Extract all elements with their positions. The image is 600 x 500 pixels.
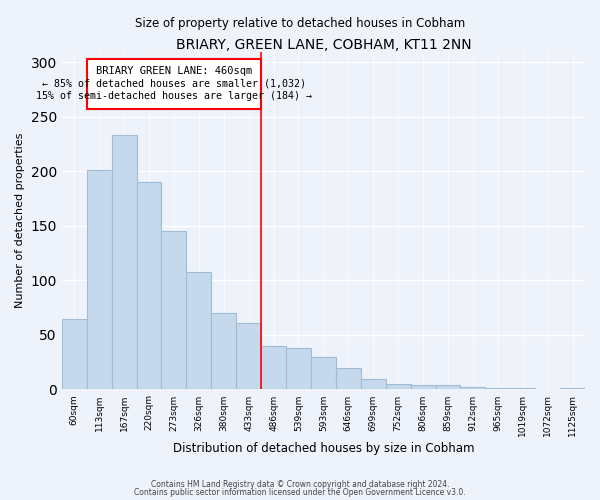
Bar (112, 136, 137, 390)
Bar (460, 388, 485, 390)
Bar (211, 313, 236, 390)
Bar (236, 323, 261, 390)
Text: 15% of semi-detached houses are larger (184) →: 15% of semi-detached houses are larger (… (36, 90, 312, 101)
Bar (436, 385, 460, 390)
Text: ← 85% of detached houses are smaller (1,032): ← 85% of detached houses are smaller (1,… (42, 79, 306, 89)
Bar (161, 232, 187, 390)
Bar (286, 348, 311, 390)
Bar (510, 388, 535, 390)
Bar (560, 388, 585, 390)
Bar (386, 384, 410, 390)
Y-axis label: Number of detached properties: Number of detached properties (15, 133, 25, 308)
Bar (187, 272, 211, 390)
Title: BRIARY, GREEN LANE, COBHAM, KT11 2NN: BRIARY, GREEN LANE, COBHAM, KT11 2NN (176, 38, 471, 52)
Bar (410, 385, 436, 390)
Bar (261, 346, 286, 390)
Text: Contains public sector information licensed under the Open Government Licence v3: Contains public sector information licen… (134, 488, 466, 497)
FancyBboxPatch shape (87, 59, 260, 110)
Bar (62, 318, 87, 390)
Bar (311, 357, 336, 390)
X-axis label: Distribution of detached houses by size in Cobham: Distribution of detached houses by size … (173, 442, 474, 455)
Bar (137, 182, 161, 390)
Bar (336, 368, 361, 390)
Bar (87, 170, 112, 390)
Text: Size of property relative to detached houses in Cobham: Size of property relative to detached ho… (135, 18, 465, 30)
Text: BRIARY GREEN LANE: 460sqm: BRIARY GREEN LANE: 460sqm (96, 66, 252, 76)
Bar (361, 378, 386, 390)
Bar (485, 388, 510, 390)
Text: Contains HM Land Registry data © Crown copyright and database right 2024.: Contains HM Land Registry data © Crown c… (151, 480, 449, 489)
